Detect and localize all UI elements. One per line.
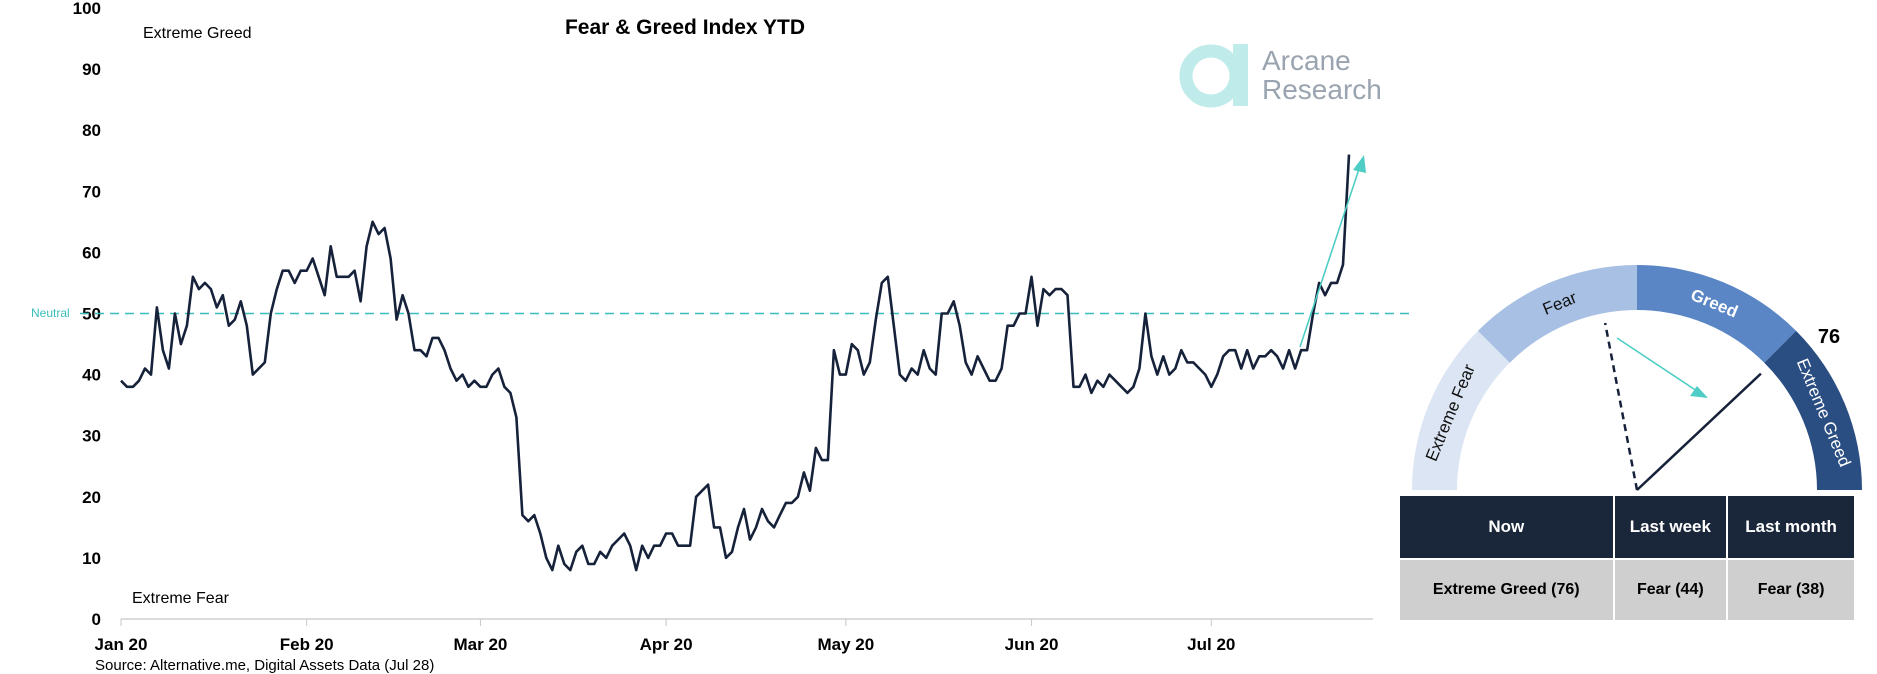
summary-header-row: Now Last week Last month <box>1400 496 1854 558</box>
neutral-annotation: Neutral <box>31 306 70 320</box>
chart-title: Fear & Greed Index YTD <box>565 16 805 39</box>
x-tick-label: Jan 20 <box>95 635 148 654</box>
y-tick-label: 10 <box>82 549 101 568</box>
y-axis: 0 10 20 30 40 50 60 70 80 90 100 <box>73 0 101 629</box>
header-last-week: Last week <box>1614 496 1727 558</box>
y-tick-label: 0 <box>92 610 101 629</box>
sentiment-gauge: Extreme Fear Fear Greed Extreme Greed 76 <box>1412 265 1862 491</box>
header-now: Now <box>1400 496 1613 558</box>
brand-line-2: Research <box>1262 74 1382 105</box>
y-tick-label: 20 <box>82 488 101 507</box>
gauge-segment-fear <box>1477 265 1637 363</box>
y-tick-label: 80 <box>82 121 101 140</box>
gauge-segment-extreme-greed <box>1764 330 1862 490</box>
extreme-fear-annotation: Extreme Fear <box>132 590 230 607</box>
summary-value-row: Extreme Greed (76) Fear (44) Fear (38) <box>1400 560 1854 620</box>
trend-arrow-line <box>1299 162 1362 348</box>
arcane-research-logo: Arcane Research <box>1179 44 1382 108</box>
series-line-fear-greed <box>120 154 1351 572</box>
trend-arrow-head-icon <box>1353 155 1366 173</box>
x-tick-label: Mar 20 <box>453 635 507 654</box>
value-last-week: Fear (44) <box>1614 560 1727 620</box>
brand-line-1: Arcane <box>1262 45 1351 76</box>
source-note: Source: Alternative.me, Digital Assets D… <box>95 657 434 674</box>
summary-table: Now Last week Last month Extreme Greed (… <box>1398 494 1856 622</box>
trend-arrow <box>1299 155 1366 348</box>
gauge-arrow-line <box>1616 337 1701 394</box>
x-tick-label: May 20 <box>817 635 874 654</box>
x-tick-label: Apr 20 <box>640 635 693 654</box>
y-tick-label: 40 <box>82 366 101 385</box>
logo-ring-icon <box>1179 44 1243 108</box>
y-tick-label: 30 <box>82 427 101 446</box>
header-last-month: Last month <box>1728 496 1854 558</box>
y-tick-label: 90 <box>82 60 101 79</box>
y-tick-label: 70 <box>82 182 101 201</box>
y-tick-label: 50 <box>82 305 101 324</box>
x-axis: Jan 20 Feb 20 Mar 20 Apr 20 May 20 Jun 20 Jul … <box>95 619 1235 654</box>
x-tick-label: Jun 20 <box>1005 635 1059 654</box>
value-now: Extreme Greed (76) <box>1400 560 1613 620</box>
gauge-value: 76 <box>1818 326 1840 348</box>
y-tick-label: 60 <box>82 243 101 262</box>
gauge-arrow-head-icon <box>1690 386 1708 398</box>
x-tick-label: Jul 20 <box>1187 635 1235 654</box>
gauge-segment-extreme-fear <box>1412 330 1510 490</box>
logo-bar-icon <box>1233 44 1248 106</box>
gauge-needle-last-week <box>1603 322 1639 491</box>
value-last-month: Fear (38) <box>1728 560 1854 620</box>
extreme-greed-annotation: Extreme Greed <box>143 25 251 42</box>
y-tick-label: 100 <box>73 0 101 18</box>
gauge-needle-now <box>1636 372 1762 491</box>
x-tick-label: Feb 20 <box>280 635 334 654</box>
gauge-segment-greed <box>1637 265 1797 363</box>
